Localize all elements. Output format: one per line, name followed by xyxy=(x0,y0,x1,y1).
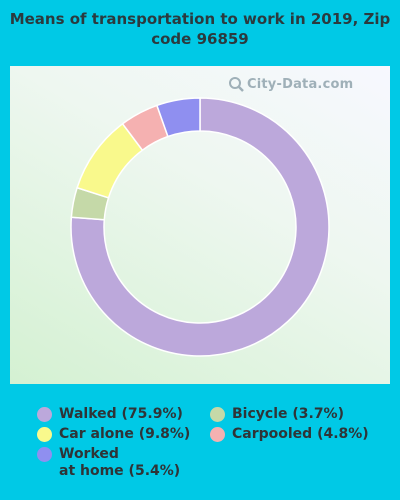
watermark-text: City-Data.com xyxy=(247,76,354,92)
donut-slice-0 xyxy=(70,97,330,357)
search-icon xyxy=(229,77,244,92)
watermark: City-Data.com xyxy=(228,76,353,92)
donut-slice-4 xyxy=(155,97,201,138)
chart-title: Means of transportation to work in 2019,… xyxy=(9,10,391,48)
